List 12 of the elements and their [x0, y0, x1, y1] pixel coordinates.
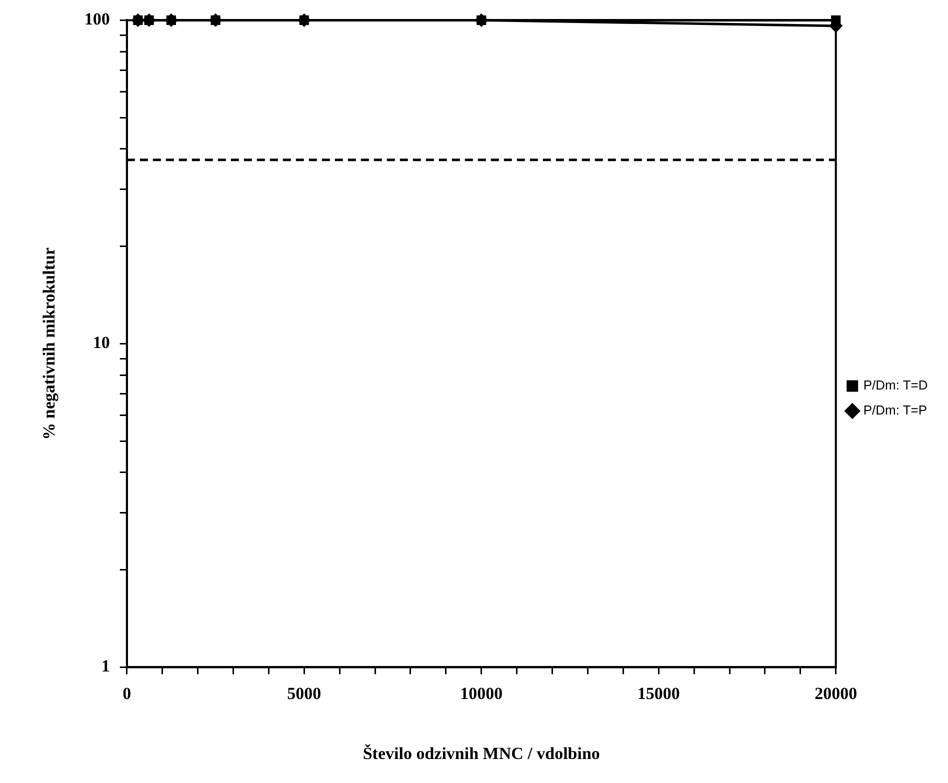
y-axis-title: % negativnih mikrokultur [40, 247, 59, 440]
x-axis-title: Število odzivnih MNC / vdolbino [362, 744, 600, 764]
x-tick-label: 0 [122, 684, 132, 703]
y-tick-label: 1 [101, 656, 110, 676]
y-tick-label: 10 [92, 333, 110, 352]
x-tick-label: 10000 [460, 684, 503, 703]
x-tick-label: 20000 [814, 684, 858, 703]
x-tick-label: 15000 [637, 684, 680, 703]
x-tick-label: 5000 [287, 684, 322, 703]
legend-label: P/Dm: T=P [863, 402, 928, 418]
legend-label: P/Dm: T=D [863, 378, 928, 393]
y-tick-label: 100 [84, 10, 110, 29]
